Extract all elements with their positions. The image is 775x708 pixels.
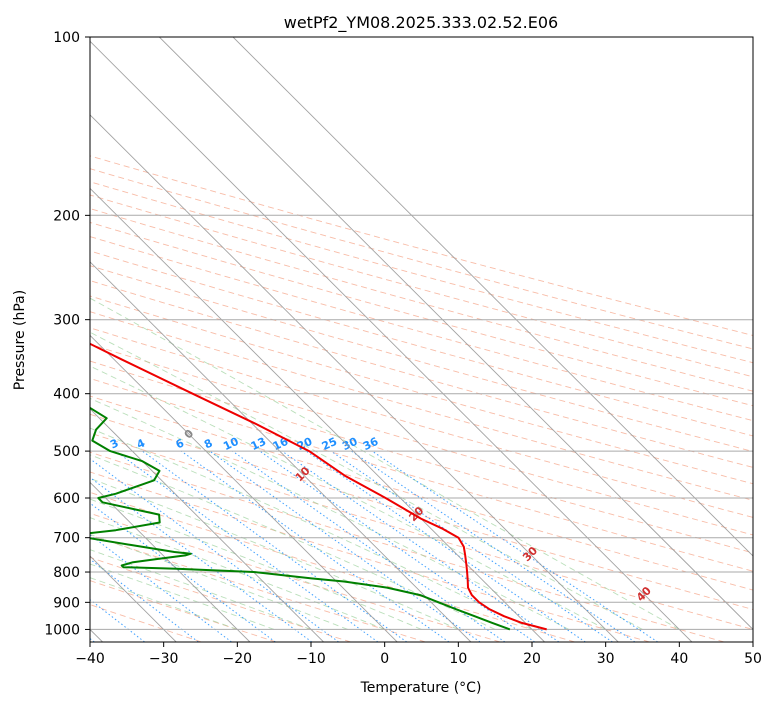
- plot-area: 0.10.20.40.611.52346810131620253036-100-…: [90, 37, 753, 642]
- dry-adiabat: [90, 534, 426, 642]
- isotherm-line: [90, 114, 619, 642]
- dry-adiabat: [90, 413, 753, 610]
- dewpoint-profile: [90, 406, 511, 631]
- isotherm-line: [232, 37, 753, 557]
- x-tick-label: −40: [75, 651, 105, 667]
- x-tick-label: 30: [597, 651, 615, 667]
- x-tick-label: −30: [149, 651, 179, 667]
- x-tick-label: 20: [523, 651, 541, 667]
- mixing-ratio-label: 10: [221, 435, 241, 453]
- dry-adiabat: [90, 343, 753, 536]
- y-tick-label: 800: [53, 565, 80, 581]
- mixing-ratio-line: [181, 450, 450, 642]
- y-tick-label: 300: [53, 313, 80, 329]
- dry-adiabat: [90, 265, 753, 452]
- isotherm-line: [158, 37, 753, 631]
- dry-adiabat: [90, 580, 277, 642]
- moist-adiabat: [90, 577, 238, 630]
- mixing-ratio-label: 20: [295, 435, 315, 453]
- dry-adiabat: [90, 395, 753, 591]
- dry-adiabat: [90, 181, 753, 364]
- isotherm-line: [90, 481, 251, 642]
- y-tick-label: 1000: [44, 622, 80, 638]
- moist-adiabat: [90, 297, 680, 630]
- moist-adiabat: [90, 477, 459, 630]
- axes: −40 −30 −20 −10 0 10 20 30 40 50 100 200 300 400 500 60…: [44, 30, 762, 667]
- mixing-ratio-label: 13: [249, 435, 268, 453]
- dry-adiabat: [90, 155, 753, 336]
- dry-adiabat: [90, 221, 753, 407]
- mixing-ratio-line: [351, 450, 636, 642]
- dry-adiabat: [90, 377, 753, 572]
- y-tick-label: 100: [53, 30, 80, 46]
- moist-adiabat: [90, 498, 422, 630]
- y-tick-label: 200: [53, 208, 80, 224]
- temperature-profile: [90, 342, 547, 631]
- x-tick-label: −20: [223, 651, 253, 667]
- y-tick-label: 600: [53, 491, 80, 507]
- moist-adiabat: [90, 331, 643, 630]
- dry-adiabat: [90, 250, 753, 437]
- dry-adiabat: [90, 512, 501, 642]
- x-axis-label: Temperature (°C): [360, 680, 482, 696]
- moist-adiabat: [90, 365, 606, 630]
- isotherm-line: [90, 40, 693, 642]
- chart-title: wetPf2_YM08.2025.333.02.52.E06: [284, 13, 558, 33]
- mixing-ratio-line: [209, 450, 481, 642]
- data-series: [90, 342, 547, 631]
- moist-adiabat: [90, 397, 569, 630]
- mixing-ratio-line: [281, 450, 560, 642]
- mixing-ratio-line: [115, 450, 379, 642]
- mixing-ratio-label: 25: [320, 435, 339, 453]
- x-tick-label: 40: [670, 651, 688, 667]
- isotherm-line: [90, 408, 324, 642]
- mixing-ratio-line: [90, 458, 339, 642]
- mixing-ratio-label: 30: [340, 435, 360, 453]
- x-tick-label: 0: [380, 651, 389, 667]
- y-tick-label: 400: [53, 387, 80, 403]
- y-tick-label: 500: [53, 444, 80, 460]
- moist-adiabat: [90, 517, 385, 630]
- isotherm-line: [90, 261, 472, 642]
- y-tick-label: 700: [53, 531, 80, 547]
- y-tick-label: 900: [53, 595, 80, 611]
- y-axis-label: Pressure (hPa): [12, 290, 28, 390]
- isotherm-line: [90, 187, 545, 642]
- dry-adiabat: [90, 208, 753, 392]
- x-tick-label: 10: [449, 651, 467, 667]
- plot-frame: [89, 36, 754, 643]
- isotherm-line: [90, 334, 398, 642]
- mixing-ratio-line: [90, 558, 199, 642]
- x-tick-label: −10: [296, 651, 326, 667]
- x-tick-label: 50: [744, 651, 762, 667]
- mixing-ratio-line: [330, 450, 613, 642]
- moist-adiabat: [90, 427, 533, 630]
- dry-adiabat: [90, 360, 753, 554]
- moist-adiabat: [90, 454, 496, 630]
- moist-adiabat: [90, 533, 348, 630]
- mixing-ratio-label: 36: [361, 435, 381, 453]
